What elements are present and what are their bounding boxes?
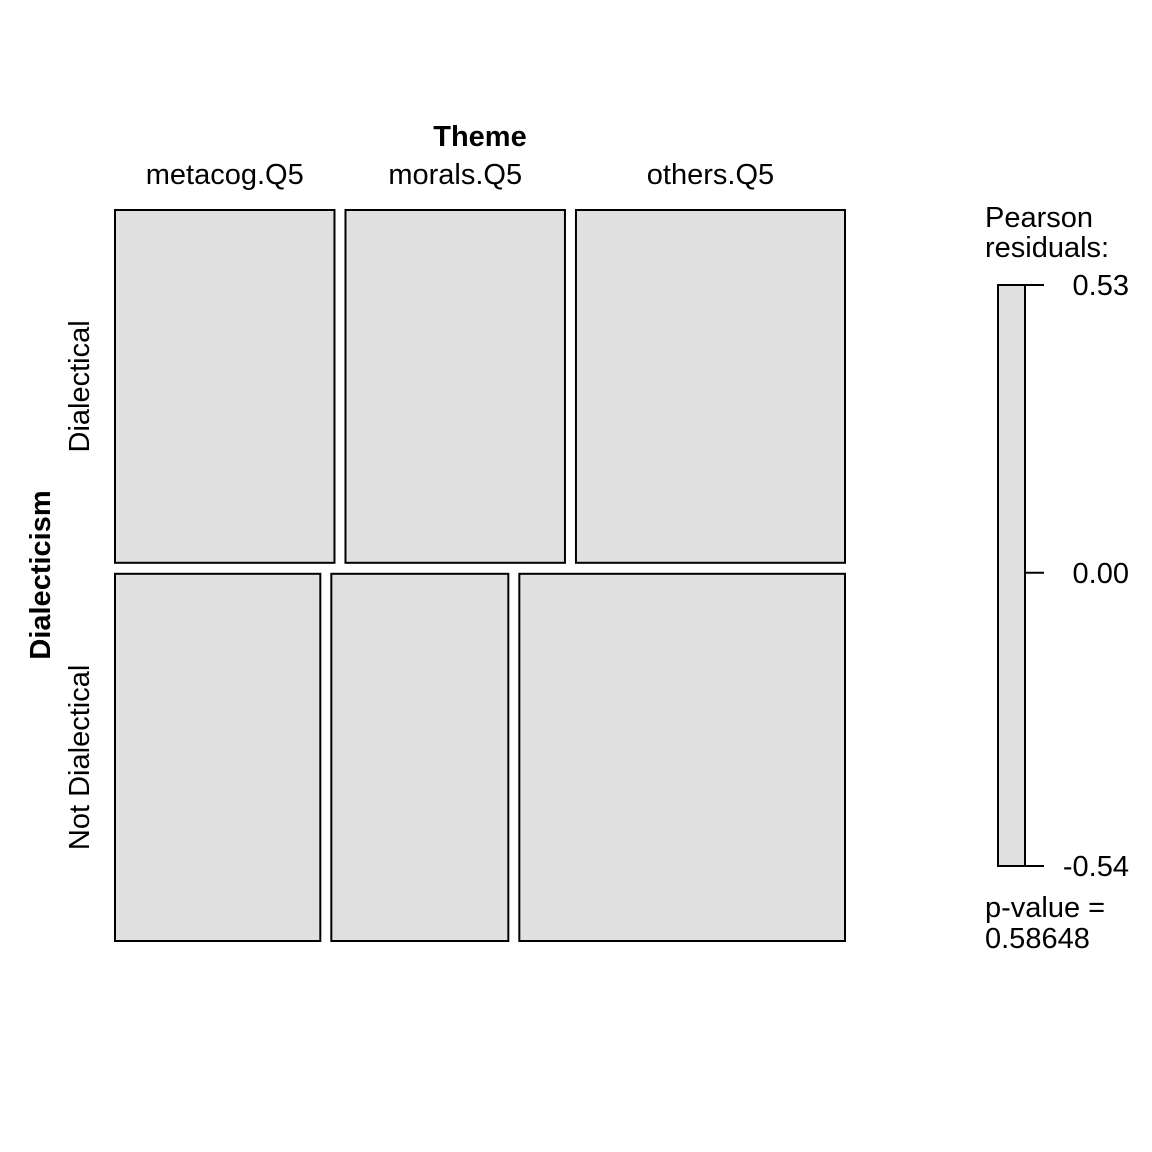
row-label: Not Dialectical	[64, 665, 96, 850]
legend-ticks: 0.53 0.00 -0.54	[1025, 270, 1129, 883]
mosaic-cell	[574, 209, 847, 564]
legend-tick-label: -0.54	[1063, 851, 1129, 883]
column-labels: metacog.Q5 morals.Q5 others.Q5	[146, 159, 774, 191]
legend-tick-label: 0.00	[1073, 558, 1129, 590]
legend-tick-label: 0.53	[1073, 270, 1129, 302]
mosaic-cell	[114, 572, 322, 942]
column-label: others.Q5	[647, 159, 774, 191]
mosaic-cell	[330, 572, 510, 942]
column-label: morals.Q5	[388, 159, 522, 191]
mosaic-cell	[518, 572, 846, 942]
mosaic-cell	[344, 209, 566, 564]
row-variable-title: Dialecticism	[25, 490, 57, 659]
row-label: Dialectical	[64, 320, 96, 452]
p-value-line1: p-value =	[985, 892, 1105, 924]
legend-title-line1: Pearson	[985, 202, 1093, 234]
legend-color-bar	[997, 284, 1026, 867]
mosaic-cell	[114, 209, 336, 564]
mosaic-cells	[114, 209, 847, 942]
residual-legend: Pearson residuals: 0.53 0.00 -0.54 p-value…	[985, 202, 1129, 955]
column-label: metacog.Q5	[146, 159, 304, 191]
column-variable-title: Theme	[433, 121, 526, 153]
legend-title-line2: residuals:	[985, 232, 1109, 264]
row-labels: Dialectical Not Dialectical	[64, 320, 96, 850]
p-value-line2: 0.58648	[985, 923, 1090, 955]
